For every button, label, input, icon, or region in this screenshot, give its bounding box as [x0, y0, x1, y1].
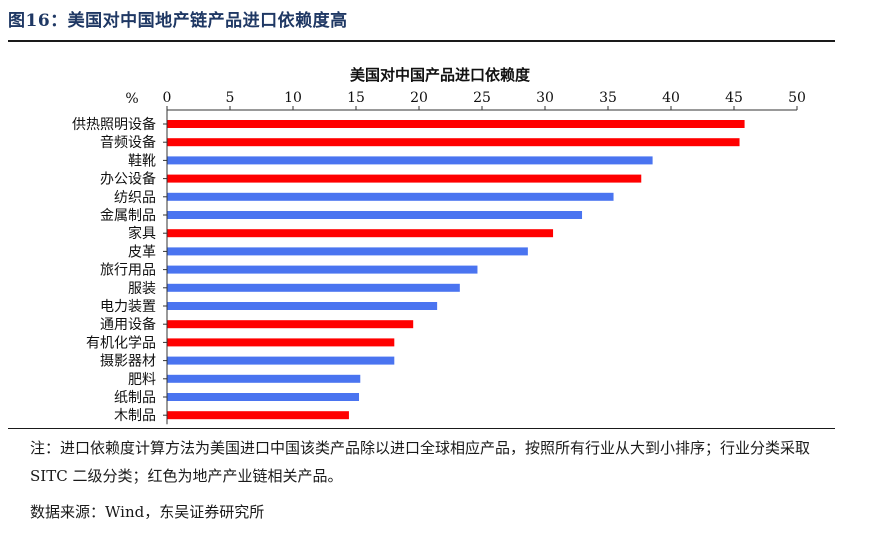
category-label: 服装	[128, 281, 156, 297]
bar	[167, 283, 460, 292]
bar	[167, 338, 395, 347]
title-rule	[8, 40, 835, 42]
bar	[167, 156, 653, 165]
bar	[167, 302, 438, 310]
x-tick-label: 0	[163, 90, 172, 106]
x-tick-label: 35	[599, 90, 617, 106]
chart-note: 注：进口依赖度计算方法为美国进口中国该类产品除以进口全球相应产品，按照所有行业从…	[30, 439, 811, 485]
figure-title: 图16：美国对中国地产链产品进口依赖度高	[8, 11, 348, 31]
x-tick-label: 40	[662, 90, 680, 106]
data-source: 数据来源：Wind，东吴证券研究所	[30, 503, 265, 521]
x-tick-label: 20	[410, 90, 428, 106]
category-label: 摄影器材	[100, 354, 156, 370]
category-label: 纸制品	[114, 390, 156, 406]
bar	[167, 247, 528, 256]
category-label: 旅行用品	[100, 263, 156, 279]
category-label: 电力装置	[100, 299, 156, 315]
x-axis: 0 5 10 15 20 25 30 35 40 45 50	[163, 90, 806, 425]
bar	[167, 411, 349, 420]
x-axis-unit-label: %	[125, 91, 138, 107]
category-label: 木制品	[114, 408, 156, 424]
x-tick-label: 25	[473, 90, 491, 106]
bar	[167, 138, 740, 147]
bar	[167, 265, 478, 274]
category-label: 皮革	[128, 244, 156, 260]
bar	[167, 374, 361, 383]
bar-series	[167, 120, 745, 420]
x-tick-label: 30	[536, 90, 554, 106]
x-tick-label: 10	[284, 90, 302, 106]
bar	[167, 174, 642, 183]
category-label: 肥料	[128, 372, 156, 388]
x-tick-label: 50	[788, 90, 806, 106]
category-label: 家具	[128, 225, 156, 242]
bar	[167, 211, 583, 219]
x-tick-label: 45	[725, 90, 743, 106]
bar	[167, 120, 745, 128]
bar	[167, 192, 614, 201]
bar	[167, 393, 360, 401]
category-label: 通用设备	[100, 316, 156, 333]
category-label: 音频设备	[100, 134, 156, 151]
category-label: 有机化学品	[86, 335, 156, 351]
bar	[167, 356, 395, 365]
category-label: 鞋靴	[128, 153, 156, 169]
x-tick-label: 15	[347, 90, 365, 106]
category-label: 办公设备	[100, 171, 156, 188]
bar	[167, 320, 414, 329]
category-labels: 供热照明设备音频设备鞋靴办公设备纺织品金属制品家具皮革旅行用品服装电力装置通用设…	[72, 116, 156, 424]
category-label: 金属制品	[100, 208, 156, 224]
bar-chart: 美国对中国产品进口依赖度 % 0 5 10 15 20 25 30 35 40 45 50 供热照明…	[72, 66, 806, 425]
category-label: 供热照明设备	[72, 116, 156, 133]
bar	[167, 229, 554, 238]
chart-title: 美国对中国产品进口依赖度	[350, 66, 531, 84]
category-label: 纺织品	[114, 190, 156, 206]
note-rule	[8, 428, 835, 429]
x-tick-label: 5	[226, 90, 235, 106]
